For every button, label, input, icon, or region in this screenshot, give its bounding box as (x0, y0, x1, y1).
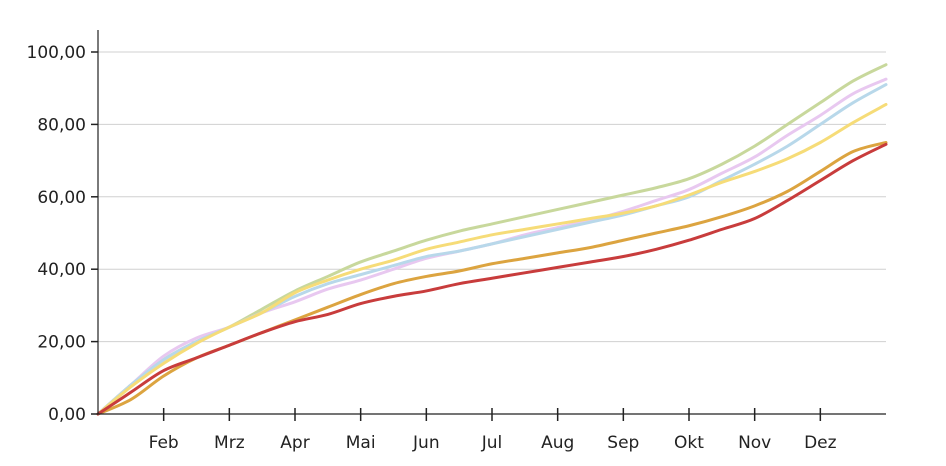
x-tick-label: Jul (481, 433, 503, 453)
x-tick-label: Nov (738, 433, 771, 453)
y-tick-label: 80,00 (37, 115, 86, 135)
series-line-4 (96, 102, 888, 416)
tick-marks (91, 51, 822, 421)
y-tick-label: 40,00 (37, 260, 86, 280)
x-tick-label: Apr (280, 433, 309, 453)
tick-labels: 0,00 20,00 40,00 60,00 80,00 100,00 Feb Mrz Apr M… (27, 43, 837, 453)
x-tick-label: Feb (149, 433, 179, 453)
series-line-1 (96, 63, 888, 416)
x-tick-label: Jun (412, 433, 440, 453)
series-group (96, 63, 888, 416)
axes (97, 30, 886, 415)
x-tick-label: Aug (541, 433, 574, 453)
grid-lines (98, 51, 886, 343)
y-tick-label: 0,00 (48, 405, 86, 425)
y-tick-label: 20,00 (37, 333, 86, 353)
series-line-2 (96, 77, 888, 416)
x-tick-label: Sep (607, 433, 639, 453)
x-tick-label: Okt (674, 433, 704, 453)
series-line-6 (96, 142, 888, 416)
series-line-3 (96, 83, 888, 416)
x-tick-label: Dez (804, 433, 837, 453)
y-tick-label: 60,00 (37, 188, 86, 208)
x-tick-label: Mrz (214, 433, 245, 453)
x-tick-label: Mai (346, 433, 376, 453)
y-tick-label: 100,00 (27, 43, 86, 63)
